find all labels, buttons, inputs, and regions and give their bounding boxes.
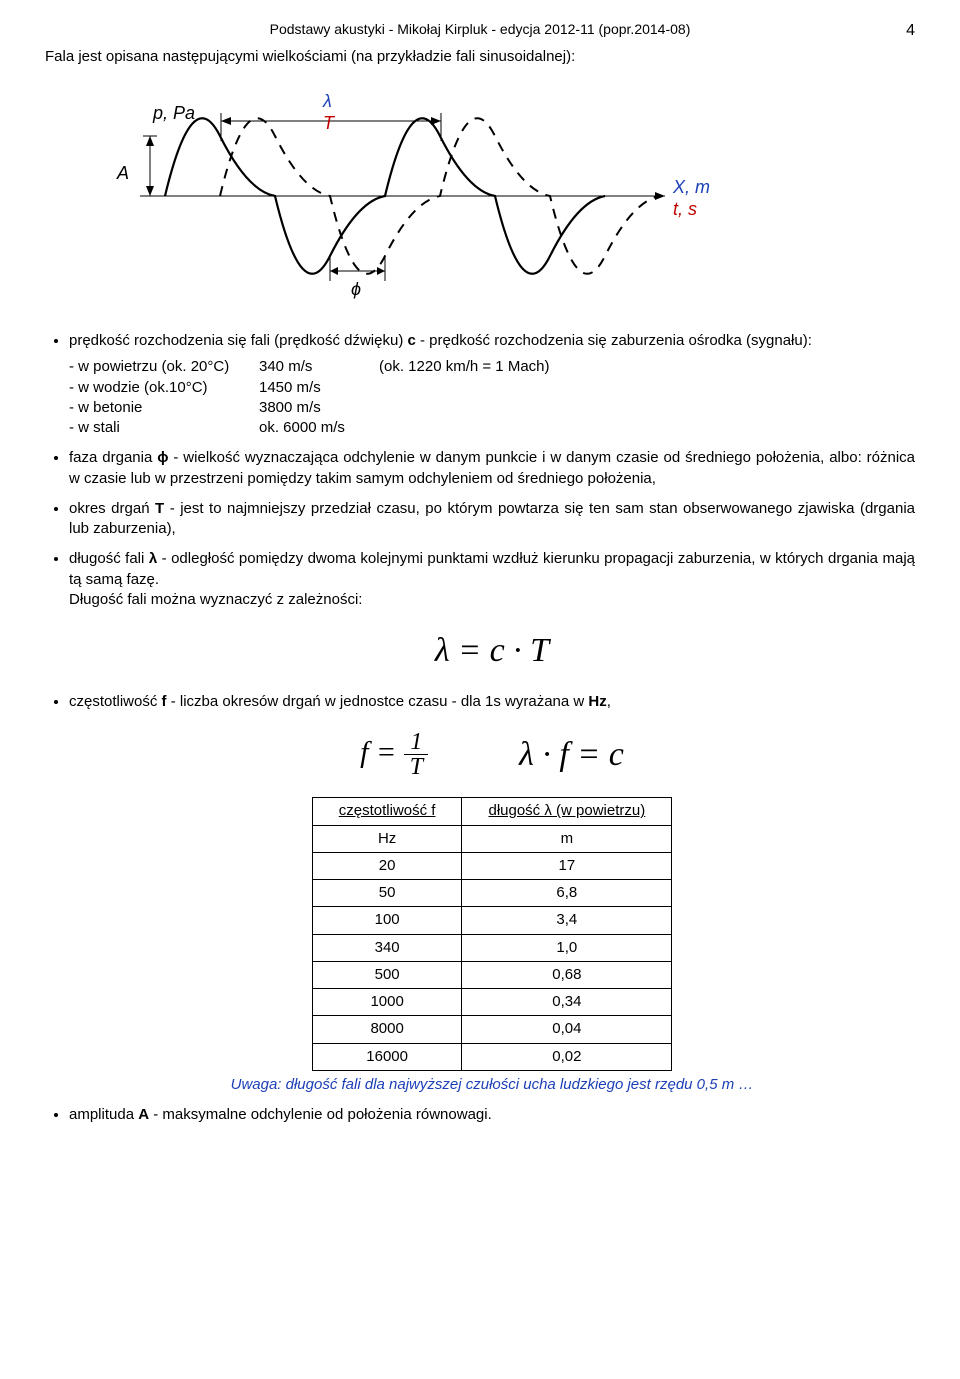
speed-extra: (ok. 1220 km/h = 1 Mach) [379, 357, 550, 377]
freq-tail: , [607, 693, 611, 710]
equation-lambda-ct: λ = c · T [69, 628, 915, 674]
speed-table: - w powietrzu (ok. 20°C) 340 m/s (ok. 12… [69, 357, 915, 438]
freq-mid: - liczba okresów drgań w jednostce czasu… [167, 693, 589, 710]
x-axis-label-top: X, m [673, 175, 710, 199]
speed-value: 340 m/s [259, 357, 379, 377]
table-cell: 17 [462, 852, 672, 879]
bullet-lambda: długość fali λ - odległość pomiędzy dwom… [69, 549, 915, 674]
table-cell: 0,68 [462, 961, 672, 988]
amp-post: - maksymalne odchylenie od położenia rów… [149, 1106, 492, 1123]
speed-row: - w betonie 3800 m/s [69, 398, 915, 418]
table-cell: 0,34 [462, 989, 672, 1016]
table-cell: 1000 [312, 989, 462, 1016]
phase-post: - wielkość wyznaczająca odchylenie w dan… [69, 449, 915, 486]
wave-diagram: p, Pa A λ T ϕ X, m t, s [105, 81, 745, 311]
speed-tail: - prędkość rozchodzenia się zaburzenia o… [416, 332, 812, 349]
frequency-table: częstotliwość f długość λ (w powietrzu) … [312, 797, 672, 1071]
period-post: - jest to najmniejszy przedział czasu, p… [69, 500, 915, 537]
table-cell: m [462, 825, 672, 852]
lambda-post: - odległość pomiędzy dwoma kolejnymi pun… [69, 550, 915, 587]
speed-medium: - w wodzie (ok.10°C) [69, 378, 259, 398]
fraction-numerator: 1 [404, 730, 428, 755]
lambda-label: λ [323, 89, 332, 113]
period-pre: okres drgań [69, 500, 155, 517]
amp-pre: amplituda [69, 1106, 138, 1123]
table-cell: 1,0 [462, 934, 672, 961]
page-header: Podstawy akustyki - Mikołaj Kirpluk - ed… [45, 20, 915, 39]
speed-value: 3800 m/s [259, 398, 379, 418]
table-header: częstotliwość f [312, 798, 462, 825]
speed-intro: prędkość rozchodzenia się fali (prędkość… [69, 332, 408, 349]
table-cell: 50 [312, 880, 462, 907]
equation-f-1overT: f = 1 T [360, 730, 429, 779]
table-row: 5000,68 [312, 961, 671, 988]
table-cell: 340 [312, 934, 462, 961]
phase-pre: faza drgania [69, 449, 157, 466]
table-cell: 20 [312, 852, 462, 879]
lambda-line2: Długość fali można wyznaczyć z zależnośc… [69, 591, 362, 608]
table-row: 506,8 [312, 880, 671, 907]
page-number: 4 [906, 20, 915, 42]
table-row: 1003,4 [312, 907, 671, 934]
eq-frac-lhs: f = [360, 736, 396, 769]
lambda-symbol: λ [149, 550, 157, 567]
freq-pre: częstotliwość [69, 693, 162, 710]
bullet-frequency: częstotliwość f - liczba okresów drgań w… [69, 692, 915, 1095]
table-unit-row: Hz m [312, 825, 671, 852]
table-cell: 3,4 [462, 907, 672, 934]
intro-text: Fala jest opisana następującymi wielkośc… [45, 47, 915, 67]
fraction: 1 T [404, 730, 429, 779]
table-header: długość λ (w powietrzu) [462, 798, 672, 825]
speed-value: ok. 6000 m/s [259, 418, 379, 438]
speed-medium: - w betonie [69, 398, 259, 418]
x-axis-label-bot: t, s [673, 197, 697, 221]
speed-row: - w wodzie (ok.10°C) 1450 m/s [69, 378, 915, 398]
table-cell: Hz [312, 825, 462, 852]
phase-symbol: ϕ [157, 449, 168, 466]
table-cell: 0,02 [462, 1043, 672, 1070]
table-cell: 100 [312, 907, 462, 934]
table-cell: 8000 [312, 1016, 462, 1043]
y-axis-label: p, Pa [153, 101, 195, 125]
period-label: T [323, 111, 334, 135]
equation-lambda-f-c: λ · f = c [519, 732, 624, 778]
speed-symbol: c [408, 332, 416, 349]
table-note: Uwaga: długość fali dla najwyższej czuło… [69, 1075, 915, 1095]
bullet-speed: prędkość rozchodzenia się fali (prędkość… [69, 331, 915, 438]
fraction-denominator: T [404, 755, 429, 779]
table-cell: 500 [312, 961, 462, 988]
table-header-row: częstotliwość f długość λ (w powietrzu) [312, 798, 671, 825]
table-row: 3401,0 [312, 934, 671, 961]
table-row: 80000,04 [312, 1016, 671, 1043]
equation-row: f = 1 T λ · f = c [69, 730, 915, 779]
bullet-period: okres drgań T - jest to najmniejszy prze… [69, 499, 915, 540]
speed-row: - w powietrzu (ok. 20°C) 340 m/s (ok. 12… [69, 357, 915, 377]
table-cell: 6,8 [462, 880, 672, 907]
speed-row: - w stali ok. 6000 m/s [69, 418, 915, 438]
table-row: 10000,34 [312, 989, 671, 1016]
speed-value: 1450 m/s [259, 378, 379, 398]
table-row: 160000,02 [312, 1043, 671, 1070]
table-cell: 0,04 [462, 1016, 672, 1043]
phi-label: ϕ [351, 277, 361, 301]
freq-unit: Hz [588, 693, 606, 710]
bullet-amplitude: amplituda A - maksymalne odchylenie od p… [69, 1105, 915, 1125]
bullet-phase: faza drgania ϕ - wielkość wyznaczająca o… [69, 448, 915, 489]
speed-medium: - w powietrzu (ok. 20°C) [69, 357, 259, 377]
period-symbol: T [155, 500, 164, 517]
table-cell: 16000 [312, 1043, 462, 1070]
lambda-pre: długość fali [69, 550, 149, 567]
amp-symbol: A [138, 1106, 149, 1123]
amplitude-label: A [117, 161, 129, 185]
speed-medium: - w stali [69, 418, 259, 438]
table-row: 2017 [312, 852, 671, 879]
